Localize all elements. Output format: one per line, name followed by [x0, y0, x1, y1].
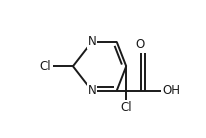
Text: OH: OH	[162, 84, 180, 97]
Text: O: O	[135, 38, 144, 51]
Text: Cl: Cl	[121, 101, 132, 114]
Text: N: N	[88, 84, 96, 97]
Text: Cl: Cl	[40, 60, 52, 73]
Text: N: N	[88, 35, 96, 48]
